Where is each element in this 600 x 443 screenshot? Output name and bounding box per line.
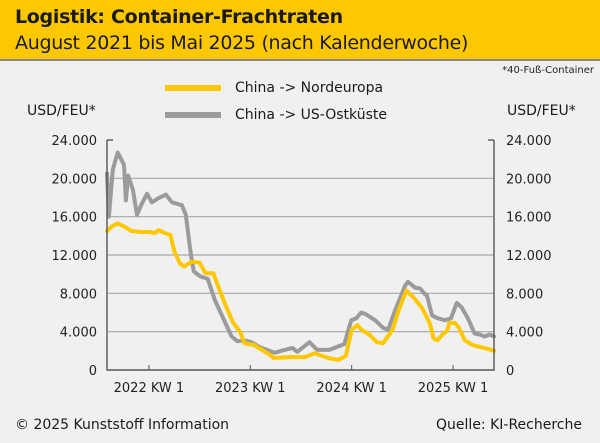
data-series xyxy=(105,150,496,362)
plot-axes xyxy=(106,140,495,371)
legend-swatch-us-ostkueste xyxy=(165,112,221,118)
y-tick-label-left: 4.000 xyxy=(60,326,97,341)
y-tick-labels-right: 0 4.000 8.000 12.000 16.000 20.000 24.000 xyxy=(506,134,552,379)
legend-item-nordeuropa: China -> Nordeuropa xyxy=(165,80,383,96)
footnote: *40-Fuß-Container xyxy=(502,65,594,76)
y-tick-label-right: 8.000 xyxy=(506,287,543,302)
y-tick-label-left: 0 xyxy=(89,364,97,379)
series-line-nordeuropa xyxy=(105,221,496,362)
y-axis-unit-left: USD/FEU* xyxy=(27,103,96,119)
x-tick-label: 2024 KW 1 xyxy=(316,381,387,396)
legend-label-us-ostkueste: China -> US-Ostküste xyxy=(235,107,387,123)
y-tick-label-left: 24.000 xyxy=(52,134,98,149)
y-axis-unit-right: USD/FEU* xyxy=(507,103,576,119)
y-tick-label-left: 20.000 xyxy=(52,172,98,187)
legend-swatch-nordeuropa xyxy=(165,85,221,91)
x-tick-label: 2025 KW 1 xyxy=(418,381,489,396)
y-tick-label-right: 0 xyxy=(506,364,514,379)
series-line-us-ostkueste xyxy=(105,150,496,355)
y-tick-label-left: 12.000 xyxy=(52,249,98,264)
legend-label-nordeuropa: China -> Nordeuropa xyxy=(235,80,384,96)
x-tick-label: 2022 KW 1 xyxy=(114,381,185,396)
y-tick-label-right: 4.000 xyxy=(506,326,543,341)
y-tick-label-left: 16.000 xyxy=(52,211,98,226)
y-tick-label-right: 12.000 xyxy=(506,249,552,264)
copyright-text: © 2025 Kunststoff Information xyxy=(15,417,230,433)
y-tick-label-right: 24.000 xyxy=(506,134,552,149)
chart-subtitle: August 2021 bis Mai 2025 (nach Kalenderw… xyxy=(15,32,469,54)
plot-frame xyxy=(106,139,495,371)
y-tick-label-left: 8.000 xyxy=(60,287,97,302)
header-banner: Logistik: Container-Frachtraten August 2… xyxy=(0,0,600,61)
y-tick-label-right: 16.000 xyxy=(506,211,552,226)
source-text: Quelle: KI-Recherche xyxy=(436,417,582,433)
legend-item-us-ostkueste: China -> US-Ostküste xyxy=(165,107,387,123)
y-tick-label-right: 20.000 xyxy=(506,172,552,187)
chart-title: Logistik: Container-Frachtraten xyxy=(15,6,343,28)
y-tick-labels-left: 0 4.000 8.000 12.000 16.000 20.000 24.000 xyxy=(52,134,98,379)
grid-lines xyxy=(107,177,494,333)
x-tick-label: 2023 KW 1 xyxy=(215,381,286,396)
x-tick-marks: 2022 KW 1 2023 KW 1 2024 KW 1 2025 KW 1 xyxy=(114,365,489,396)
